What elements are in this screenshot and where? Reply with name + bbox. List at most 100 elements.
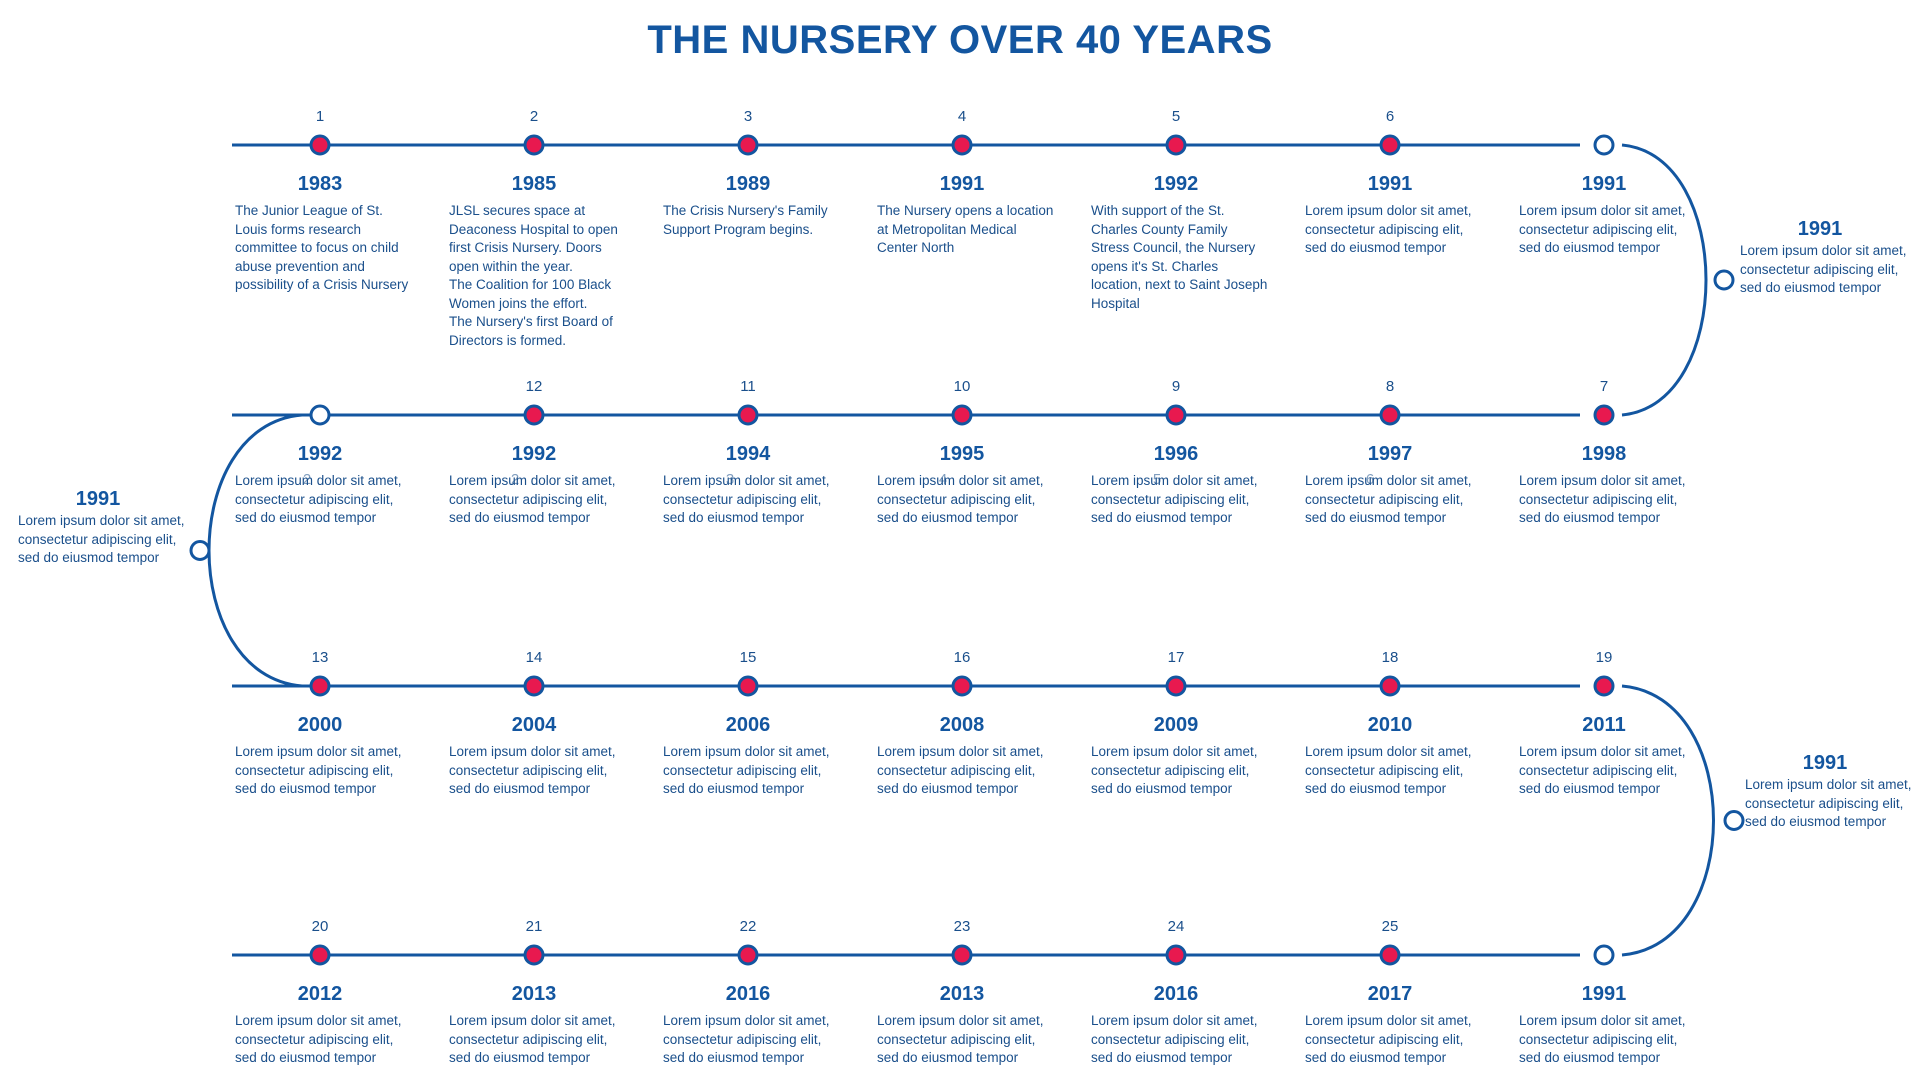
milestone-year: 1992 xyxy=(297,443,343,465)
milestone-marker xyxy=(1593,675,1615,697)
arc-year-1: 1991 xyxy=(1797,218,1843,240)
milestone-number: 19 xyxy=(1595,649,1613,666)
milestone-year: 2012 xyxy=(297,983,343,1005)
milestone-number: 16 xyxy=(953,649,971,666)
stray-digit: 4 xyxy=(938,471,948,488)
milestone-year: 1995 xyxy=(939,443,985,465)
arc-desc-2: Lorem ipsum dolor sit amet, consectetur … xyxy=(18,513,185,565)
milestone-number: 13 xyxy=(311,649,329,666)
milestone-description: Lorem ipsum dolor sit amet, consectetur … xyxy=(877,473,1044,525)
milestone-description: Lorem ipsum dolor sit amet, consectetur … xyxy=(877,744,1044,796)
milestone-marker xyxy=(1379,944,1401,966)
milestone-marker xyxy=(951,675,973,697)
milestone-description: Lorem ipsum dolor sit amet, consectetur … xyxy=(1305,203,1472,255)
milestone-description: Lorem ipsum dolor sit amet, consectetur … xyxy=(449,473,616,525)
milestone-marker xyxy=(951,944,973,966)
milestone-marker xyxy=(951,404,973,426)
milestone-description: Lorem ipsum dolor sit amet, consectetur … xyxy=(1305,473,1472,525)
stray-digit: 5 xyxy=(1152,471,1162,488)
connector-arc-1 xyxy=(1621,143,1708,417)
stray-digit: 3 xyxy=(725,471,735,488)
milestone-year: 2013 xyxy=(511,983,557,1005)
arc-desc-3: Lorem ipsum dolor sit amet, consectetur … xyxy=(1745,777,1912,829)
milestone-description: Lorem ipsum dolor sit amet, consectetur … xyxy=(235,1013,402,1065)
milestone-marker xyxy=(1165,944,1187,966)
milestone-marker xyxy=(523,134,545,156)
milestone-description: Lorem ipsum dolor sit amet, consectetur … xyxy=(663,1013,830,1065)
milestone-number: 22 xyxy=(739,918,757,935)
milestone-number: 5 xyxy=(1171,108,1181,125)
milestone-marker xyxy=(309,134,331,156)
milestone-number: 4 xyxy=(957,108,967,125)
page-title: THE NURSERY OVER 40 YEARS xyxy=(647,18,1273,62)
milestone-year: 2013 xyxy=(939,983,985,1005)
milestone-description: The Nursery opens a location at Metropol… xyxy=(877,203,1054,255)
milestone-year: 2010 xyxy=(1367,714,1413,736)
milestone-marker xyxy=(1379,134,1401,156)
milestone-year: 2016 xyxy=(1153,983,1199,1005)
milestone-year: 1985 xyxy=(511,173,557,195)
milestone-marker-hollow xyxy=(309,404,331,426)
milestone-number: 6 xyxy=(1385,108,1395,125)
milestone-description: With support of the St. Charles County F… xyxy=(1091,203,1268,311)
milestone-year: 2006 xyxy=(725,714,771,736)
milestone-marker xyxy=(309,675,331,697)
milestone-marker xyxy=(1379,404,1401,426)
milestone-description: Lorem ipsum dolor sit amet, consectetur … xyxy=(1519,744,1686,796)
milestone-year: 1991 xyxy=(1367,173,1413,195)
arc-marker-2 xyxy=(189,540,211,561)
milestone-number: 20 xyxy=(311,918,329,935)
milestone-description: Lorem ipsum dolor sit amet, consectetur … xyxy=(449,744,616,796)
milestone-year: 2011 xyxy=(1582,714,1626,736)
milestone-year: 1997 xyxy=(1367,443,1413,465)
stray-digit: 2 xyxy=(302,471,312,488)
milestone-number: 7 xyxy=(1599,378,1609,395)
milestone-number: 25 xyxy=(1381,918,1399,935)
arc-year-3: 1991 xyxy=(1802,752,1848,774)
milestone-description: Lorem ipsum dolor sit amet, consectetur … xyxy=(1091,473,1258,525)
milestone-year: 1989 xyxy=(725,173,771,195)
milestone-marker xyxy=(1379,675,1401,697)
milestone-description: Lorem ipsum dolor sit amet, consectetur … xyxy=(1091,1013,1258,1065)
milestone-description: JLSL secures space at Deaconess Hospital… xyxy=(449,203,618,348)
milestone-marker xyxy=(523,404,545,426)
milestone-marker xyxy=(737,944,759,966)
milestone-description: Lorem ipsum dolor sit amet, consectetur … xyxy=(1305,744,1472,796)
arc-marker-3 xyxy=(1723,810,1745,831)
milestone-year: 1992 xyxy=(511,443,557,465)
milestone-marker xyxy=(309,944,331,966)
milestone-number: 1 xyxy=(315,108,325,125)
milestone-description: Lorem ipsum dolor sit amet, consectetur … xyxy=(1519,203,1686,255)
milestone-description: Lorem ipsum dolor sit amet, consectetur … xyxy=(663,744,830,796)
milestone-marker xyxy=(737,404,759,426)
milestone-number: 8 xyxy=(1385,378,1395,395)
milestone-year: 2000 xyxy=(297,714,343,736)
milestone-year: 1991 xyxy=(1581,173,1627,195)
milestone-year: 1991 xyxy=(1581,983,1627,1005)
milestone-number: 15 xyxy=(739,649,757,666)
milestone-number: 12 xyxy=(525,378,543,395)
milestone-year: 2017 xyxy=(1367,983,1413,1005)
milestone-number: 3 xyxy=(743,108,753,125)
milestone-description: Lorem ipsum dolor sit amet, consectetur … xyxy=(449,1013,616,1065)
connector-arc-3 xyxy=(1621,684,1715,957)
milestone-description: Lorem ipsum dolor sit amet, consectetur … xyxy=(877,1013,1044,1065)
milestone-marker xyxy=(951,134,973,156)
milestone-number: 9 xyxy=(1171,378,1181,395)
milestone-number: 2 xyxy=(529,108,539,125)
milestone-description: Lorem ipsum dolor sit amet, consectetur … xyxy=(1519,473,1686,525)
milestone-marker-hollow xyxy=(1593,134,1615,156)
milestone-description: The Crisis Nursery's Family Support Prog… xyxy=(663,203,828,237)
milestone-number: 17 xyxy=(1167,649,1185,666)
arc-year-2: 1991 xyxy=(75,488,121,510)
milestone-number: 14 xyxy=(525,649,543,666)
milestone-number: 23 xyxy=(953,918,971,935)
milestone-description: Lorem ipsum dolor sit amet, consectetur … xyxy=(235,473,402,525)
milestone-description: The Junior League of St. Louis forms res… xyxy=(235,203,409,292)
milestone-year: 2016 xyxy=(725,983,771,1005)
milestone-number: 21 xyxy=(525,918,543,935)
milestone-marker xyxy=(1165,675,1187,697)
milestone-year: 1991 xyxy=(939,173,985,195)
milestone-marker-hollow xyxy=(1593,944,1615,966)
